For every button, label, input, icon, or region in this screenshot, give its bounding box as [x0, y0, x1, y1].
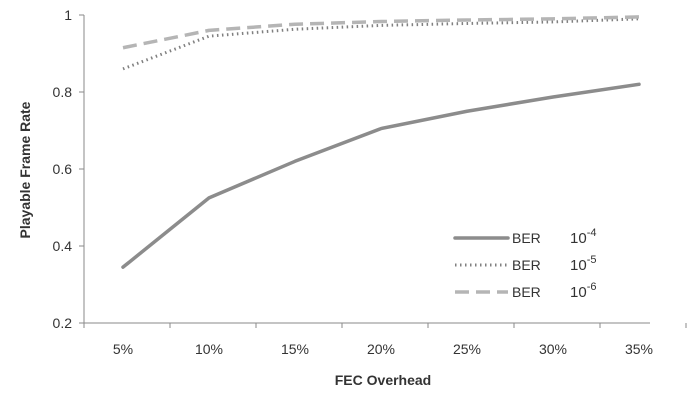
x-tick-label: 20% [367, 341, 395, 357]
y-ticks: 0.2 0.4 0.6 0.8 1 [53, 7, 84, 331]
series-lines [121, 15, 641, 269]
legend-value-3: 10-6 [570, 281, 596, 301]
legend-value-2: 10-5 [570, 254, 596, 274]
y-axis-title: Playable Frame Rate [17, 101, 33, 238]
series-line-3 [122, 15, 640, 50]
y-tick-label: 0.2 [53, 315, 73, 331]
axes [83, 15, 650, 324]
x-tick-label: 15% [281, 341, 309, 357]
legend-value-1: 10-4 [570, 227, 596, 247]
x-tick-label: 35% [625, 341, 653, 357]
y-tick-label: 1 [64, 7, 72, 23]
y-tick-label: 0.8 [53, 84, 73, 100]
series-line-1 [121, 82, 641, 269]
x-tick-label: 30% [539, 341, 567, 357]
legend-label-3: BER [512, 284, 541, 300]
legend-label-1: BER [512, 230, 541, 246]
y-tick-label: 0.4 [53, 238, 73, 254]
series-line-2 [122, 17, 640, 71]
x-ticks: 5% 10% 15% 20% 25% 30% 35% [83, 323, 687, 357]
x-tick-label: 5% [113, 341, 133, 357]
legend: BER 10-4 BER 10-5 BER 10-6 [453, 227, 596, 301]
legend-label-2: BER [512, 257, 541, 273]
y-tick-label: 0.6 [53, 161, 73, 177]
x-tick-label: 10% [195, 341, 223, 357]
x-axis-title: FEC Overhead [335, 372, 431, 388]
x-tick-label: 25% [453, 341, 481, 357]
